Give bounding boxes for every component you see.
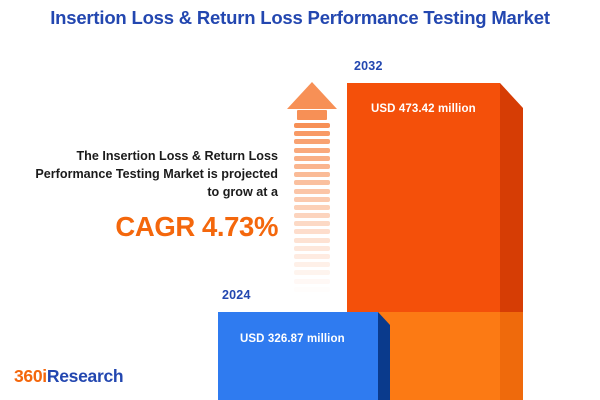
arrow-stripe	[294, 254, 330, 259]
arrow-head-icon	[287, 82, 337, 109]
cagr-value: CAGR 4.73%	[115, 210, 278, 242]
bar-2024-side-face	[378, 312, 390, 400]
arrow-stripe	[294, 245, 330, 251]
brand-logo-blue-part: Research	[46, 366, 124, 386]
arrow-stripe	[294, 188, 330, 194]
growth-statement: The Insertion Loss & Return Loss Perform…	[28, 148, 278, 243]
arrow-stripe	[294, 123, 330, 128]
arrow-stripe	[294, 204, 330, 210]
arrow-stripe	[294, 270, 330, 276]
year-label-2024: 2024	[222, 288, 251, 302]
arrow-neck	[297, 110, 327, 120]
arrow-stripe	[294, 287, 330, 292]
arrow-stripe	[294, 180, 330, 186]
bar-2024-front-face	[218, 312, 378, 400]
bar-2024-value-label: USD 326.87 million	[240, 333, 345, 345]
arrow-stripe	[294, 262, 330, 268]
brand-logo-orange-part: 360i	[14, 366, 47, 386]
arrow-stripes	[294, 123, 330, 298]
arrow-stripe	[294, 278, 330, 284]
arrow-stripe	[294, 139, 330, 145]
arrow-stripe	[294, 213, 330, 219]
arrow-stripe	[294, 196, 330, 202]
arrow-stripe	[294, 237, 330, 243]
bar-2032-value-label: USD 473.42 million	[371, 103, 476, 115]
arrow-stripe	[294, 131, 330, 137]
arrow-stripe	[294, 172, 330, 178]
year-label-2032: 2032	[354, 59, 383, 73]
arrow-stripe	[294, 229, 330, 235]
bar-2024[interactable]: USD 326.87 million	[218, 312, 390, 400]
page-title: Insertion Loss & Return Loss Performance…	[50, 7, 550, 28]
arrow-stripe	[294, 221, 330, 227]
bar-2032-side-face-lower	[500, 312, 523, 400]
arrow-stripe	[294, 147, 330, 153]
arrow-stripe	[294, 163, 330, 169]
arrow-stripe	[294, 155, 330, 161]
growth-statement-text: The Insertion Loss & Return Loss Perform…	[35, 149, 278, 199]
brand-logo[interactable]: 360iResearch	[14, 366, 124, 387]
growth-arrow-icon	[287, 82, 337, 297]
